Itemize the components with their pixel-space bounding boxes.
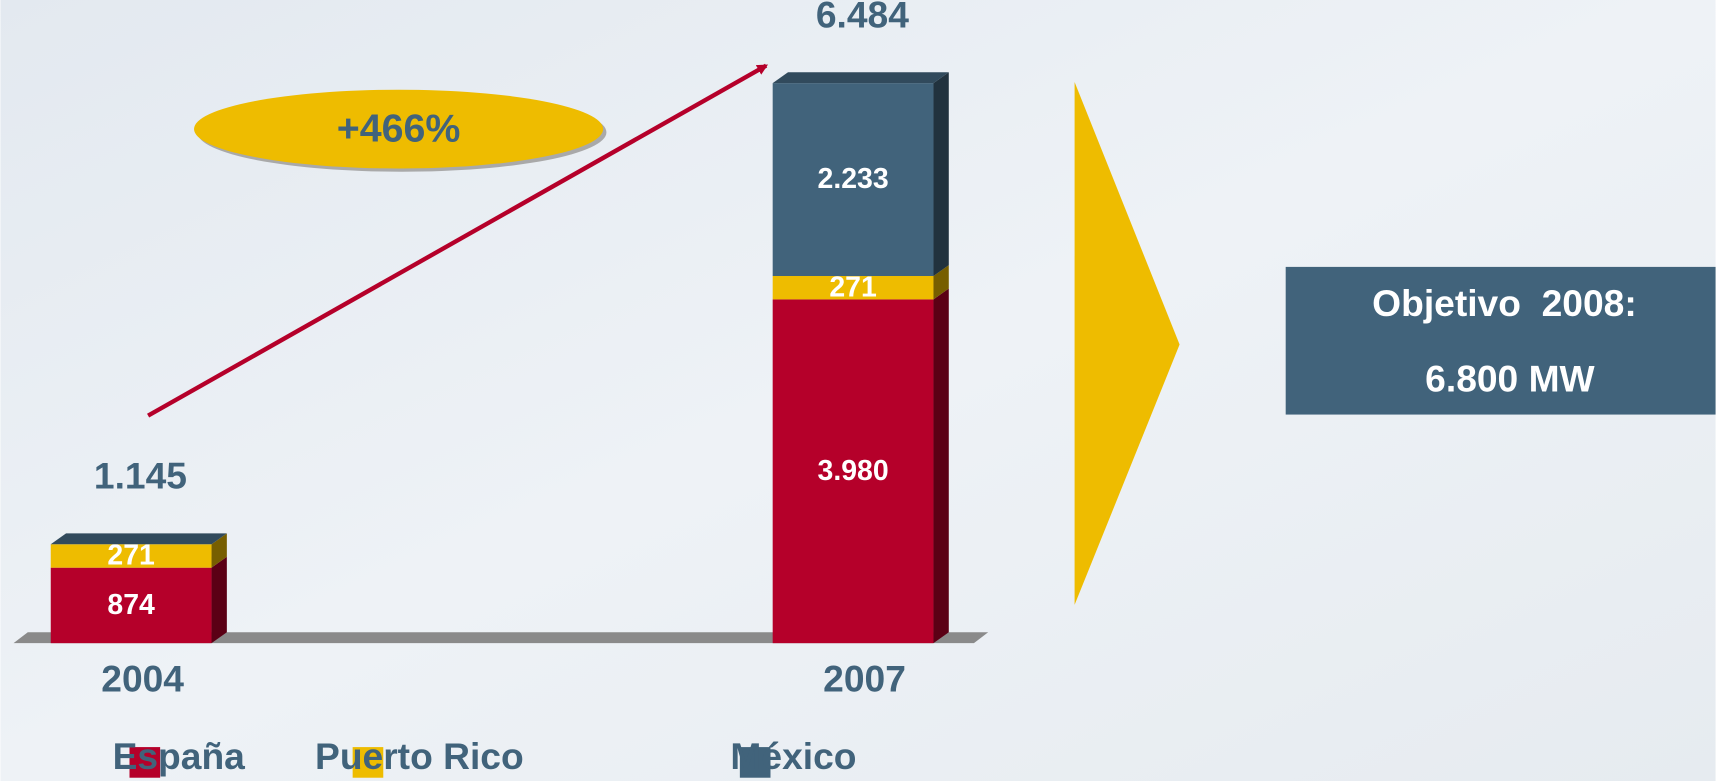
bar-side [212,557,227,643]
bar-side [933,288,948,643]
callout-line: Objetivo 2008: [1372,282,1637,324]
total-label: 1.145 [94,454,187,496]
legend-label: España [113,735,246,777]
x-tick-label: 2004 [101,657,184,699]
bar-top [773,72,949,83]
value-label: 271 [829,271,877,303]
value-label: 2.233 [818,163,889,195]
value-label: 271 [107,540,155,572]
callout-line: 6.800 MW [1425,358,1595,400]
value-label: 874 [107,589,155,621]
total-label: 6.484 [816,0,909,35]
legend-label: México [730,735,856,777]
chart: +466% Objetivo 2008: 6.800 MW 874 271 1.14… [0,0,1716,781]
annotation: +466% [337,107,461,151]
x-tick-label: 2007 [823,657,906,699]
legend-label: Puerto Rico [315,735,524,777]
bar-side [933,72,948,276]
value-label: 3.980 [818,455,889,487]
page: {"chart_data": { "type": "bar", "stacked… [0,0,1716,781]
bar-top [51,533,227,544]
